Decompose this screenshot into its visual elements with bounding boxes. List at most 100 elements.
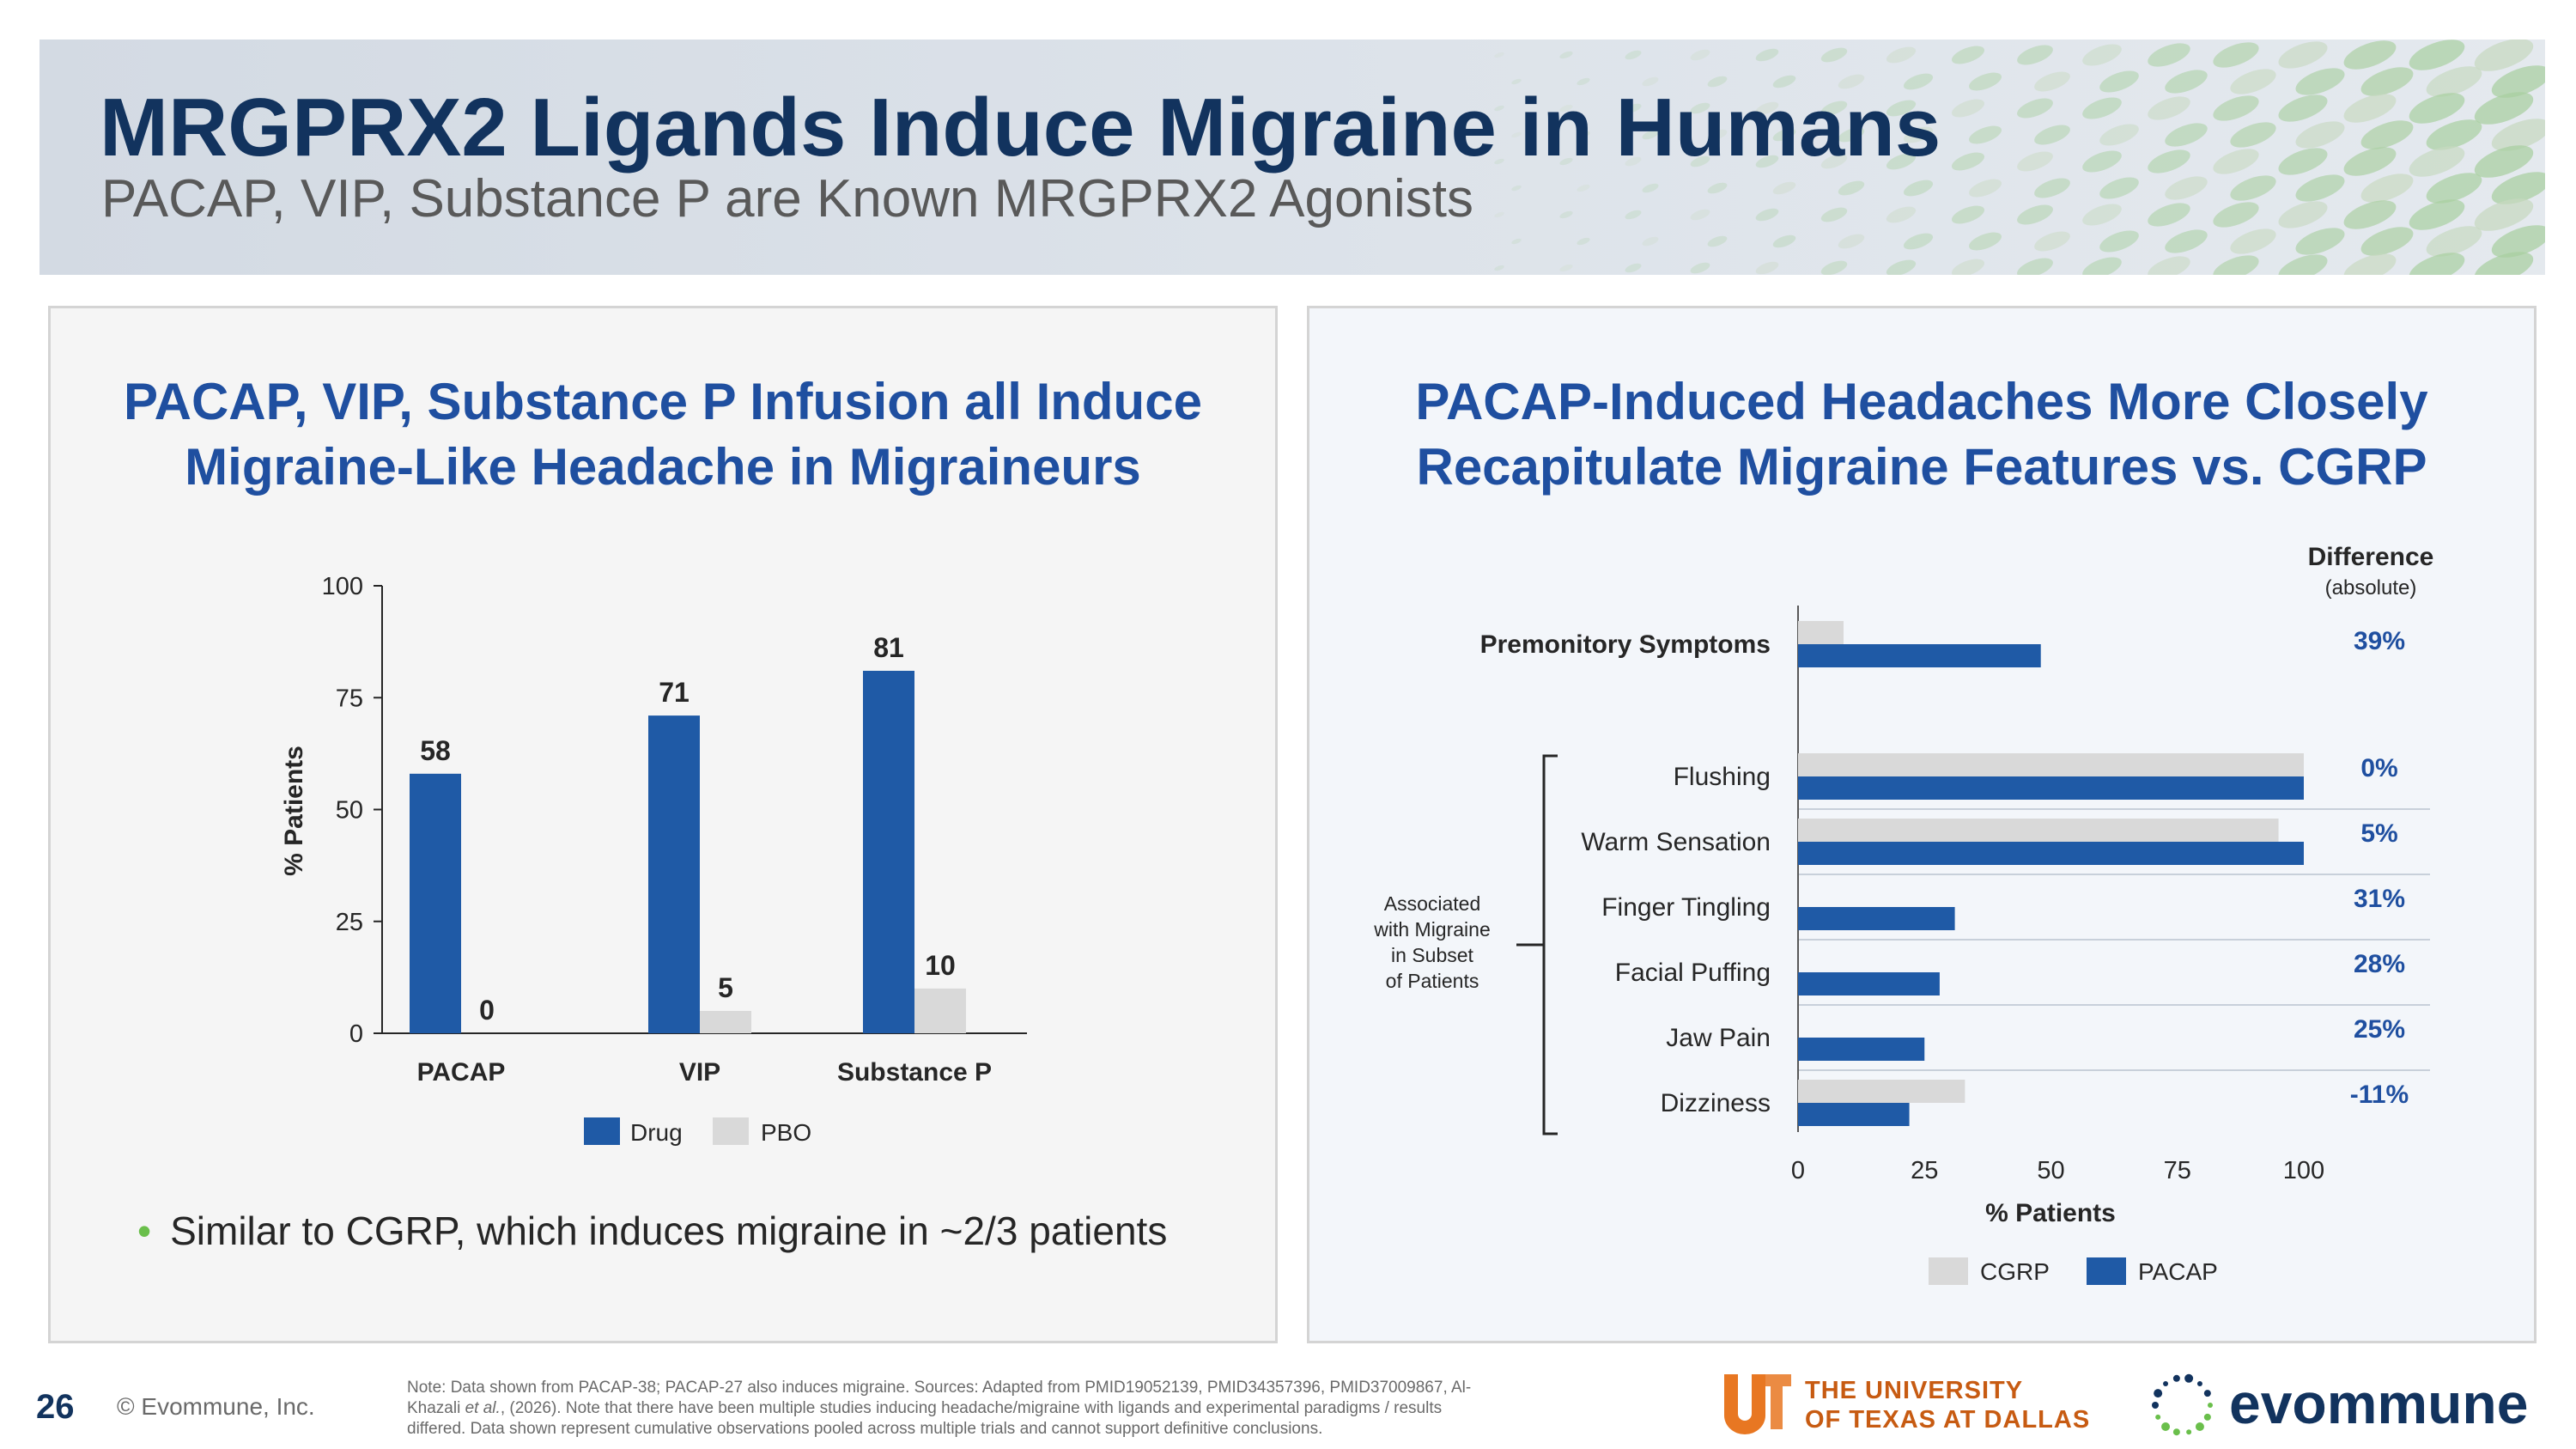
page-number: 26 (36, 1388, 75, 1426)
ring-dot (2186, 1429, 2192, 1435)
y-tick-label: 25 (336, 909, 363, 936)
decor-dot (1886, 46, 1917, 64)
decor-dot (2017, 258, 2053, 275)
x-tick-label: 50 (2037, 1157, 2064, 1184)
difference-value: 5% (2360, 819, 2397, 848)
ring-dot (2203, 1390, 2211, 1397)
decor-dot (1625, 210, 1642, 220)
decor-dot (1820, 260, 1848, 275)
decor-dot (1838, 234, 1865, 249)
decor-dot (1838, 127, 1865, 143)
legend-swatch-pacap (2087, 1257, 2126, 1285)
footnote-line3: differed. Data shown represent cumulativ… (407, 1420, 1323, 1438)
decor-dot (2099, 70, 2139, 93)
bar-data-label: 10 (925, 950, 956, 981)
bar-drug (648, 715, 700, 1033)
decor-dot (1772, 234, 1796, 248)
decor-dot (1968, 72, 2002, 91)
decor-dot (1772, 128, 1796, 142)
category-label: Dizziness (1661, 1089, 1771, 1117)
bar-data-label: 0 (479, 995, 495, 1026)
decor-dot (1642, 183, 1659, 193)
decor-dot (1690, 209, 1710, 221)
decor-dot (2474, 145, 2534, 178)
decor-dot (2017, 151, 2053, 172)
legend-label-cgrp: CGRP (1980, 1258, 2050, 1285)
decor-dot (1690, 262, 1710, 274)
hbar-cgrp (1798, 621, 1844, 644)
bracket-label-line: with Migraine (1373, 918, 1491, 941)
decor-dot (2474, 40, 2534, 71)
hbar-pacap (1798, 644, 2041, 667)
difference-header: Difference (2308, 543, 2434, 571)
ring-dot (2203, 1413, 2211, 1421)
bracket-label-line: of Patients (1386, 970, 1479, 992)
x-tick-label: 100 (2283, 1157, 2324, 1184)
decor-dot (2343, 200, 2397, 229)
decor-dot (2082, 204, 2122, 226)
difference-subheader: (absolute) (2325, 576, 2417, 600)
decor-dot (1951, 205, 1985, 224)
decor-dot (2148, 203, 2190, 227)
decor-dot (2099, 230, 2139, 253)
difference-value: 28% (2354, 950, 2405, 978)
decor-dot (1494, 52, 1504, 58)
hbar-pacap (1798, 1038, 1925, 1061)
decor-dot (2360, 174, 2414, 203)
legend-swatch-cgrp (1929, 1257, 1968, 1285)
bar-drug (410, 773, 461, 1033)
x-tick-label: 25 (1911, 1157, 1938, 1184)
ring-dot (2172, 1374, 2180, 1382)
decor-dot (2491, 65, 2545, 98)
difference-value: 31% (2354, 885, 2405, 913)
decor-dot (2295, 174, 2345, 202)
bar-pbo (700, 1010, 751, 1033)
decor-dot (1559, 210, 1573, 219)
utd-line1: THE UNIVERSITY (1805, 1377, 2024, 1404)
decor-dot (2409, 253, 2465, 275)
decor-dot (2474, 92, 2534, 125)
decor-dot (2491, 172, 2545, 204)
hbar-cgrp (1798, 753, 2304, 776)
decor-dot (1559, 264, 1573, 272)
x-category-label: Substance P (837, 1058, 992, 1087)
decor-dot (1951, 46, 1985, 64)
decor-dot (2165, 229, 2208, 253)
decor-dot (1968, 179, 2002, 198)
ring-dot (2184, 1373, 2194, 1383)
decor-dot (2213, 42, 2259, 68)
decor-dot (2295, 68, 2345, 95)
difference-value: 0% (2360, 754, 2397, 782)
decor-dot (2474, 252, 2534, 275)
right-panel-title-line1: PACAP-Induced Headaches More Closely (1415, 373, 2428, 430)
decor-dot (1820, 154, 1848, 169)
category-label: Warm Sensation (1581, 828, 1771, 856)
decor-dot (2148, 96, 2190, 120)
x-tick-label: 75 (2164, 1157, 2191, 1184)
decor-dot (2278, 41, 2328, 69)
decor-dot (2295, 228, 2345, 255)
bar-pbo (914, 988, 966, 1033)
decor-dot (2213, 95, 2259, 121)
left-panel-title: PACAP, VIP, Substance P Infusion all Ind… (48, 369, 1278, 500)
decor-dot (2165, 70, 2208, 94)
decor-dot (1838, 180, 1865, 196)
ring-dot (2154, 1389, 2163, 1398)
decor-dot (2017, 45, 2053, 65)
decor-dot (2165, 123, 2208, 147)
decor-dot (2034, 71, 2070, 92)
ring-dot (2155, 1414, 2161, 1420)
decor-dot (2491, 225, 2545, 258)
bar-data-label: 81 (873, 632, 904, 663)
decor-dot (2343, 147, 2397, 176)
decor-dot (1625, 263, 1642, 273)
decor-dot (1511, 185, 1522, 192)
ring-dot (2195, 1422, 2204, 1432)
decor-dot (1642, 236, 1659, 247)
decor-dot (2409, 93, 2465, 124)
y-tick-label: 100 (322, 573, 363, 600)
decor-dot (1642, 130, 1659, 140)
decor-dot (2034, 178, 2070, 198)
decor-dot (2099, 124, 2139, 146)
